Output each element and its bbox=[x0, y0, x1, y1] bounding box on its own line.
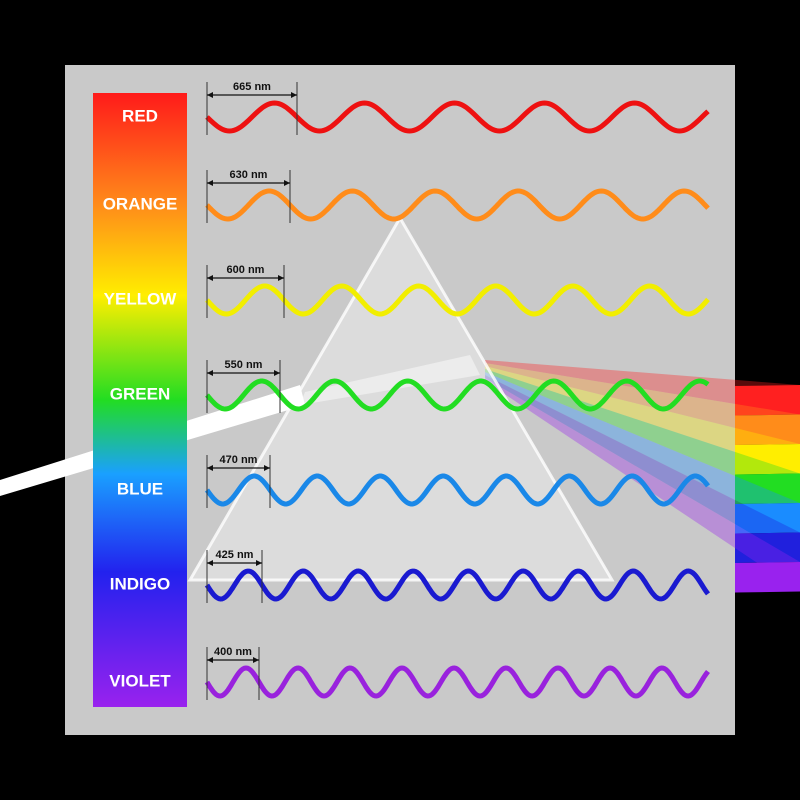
wavelength-label: 425 nm bbox=[216, 549, 254, 561]
color-beam-exit bbox=[735, 473, 800, 504]
color-beam bbox=[485, 375, 800, 562]
spectrum-bar bbox=[93, 93, 187, 707]
wave bbox=[205, 100, 710, 134]
band-label: GREEN bbox=[110, 384, 170, 403]
wave-rows: RED 665 nm ORANGE 630 nm YELLOW 600 nm GREEN 55… bbox=[103, 81, 710, 700]
color-beam-exit bbox=[735, 444, 800, 475]
band-label: ORANGE bbox=[103, 194, 178, 213]
wavelength-label: 400 nm bbox=[214, 646, 252, 658]
wave bbox=[204, 665, 710, 699]
wavelength-label: 550 nm bbox=[225, 359, 263, 371]
color-beam bbox=[485, 369, 800, 503]
band-label: RED bbox=[122, 106, 158, 125]
arrow-head bbox=[207, 560, 262, 566]
dispersed-beams bbox=[485, 360, 800, 593]
band-label: BLUE bbox=[117, 479, 163, 498]
color-beam-exit bbox=[735, 414, 800, 445]
wave bbox=[205, 378, 710, 412]
wavelength-label: 600 nm bbox=[227, 264, 265, 276]
color-beam-exit bbox=[735, 532, 800, 563]
wave bbox=[204, 568, 710, 602]
color-beam bbox=[485, 360, 800, 415]
band-label: YELLOW bbox=[104, 289, 178, 308]
wave bbox=[204, 473, 710, 507]
color-beam bbox=[485, 366, 800, 474]
arrow-head bbox=[207, 657, 259, 663]
inner-beam bbox=[300, 355, 480, 405]
band-label: INDIGO bbox=[110, 574, 170, 593]
color-beam-exit bbox=[735, 503, 800, 534]
band-label: VIOLET bbox=[109, 671, 171, 690]
wavelength-label: 665 nm bbox=[233, 81, 271, 93]
wavelength-label: 630 nm bbox=[230, 169, 268, 181]
color-beam-exit bbox=[735, 562, 800, 593]
wave bbox=[205, 283, 710, 317]
wavelength-label: 470 nm bbox=[220, 454, 258, 466]
color-beam bbox=[485, 372, 800, 533]
color-beam-exit bbox=[735, 385, 800, 416]
